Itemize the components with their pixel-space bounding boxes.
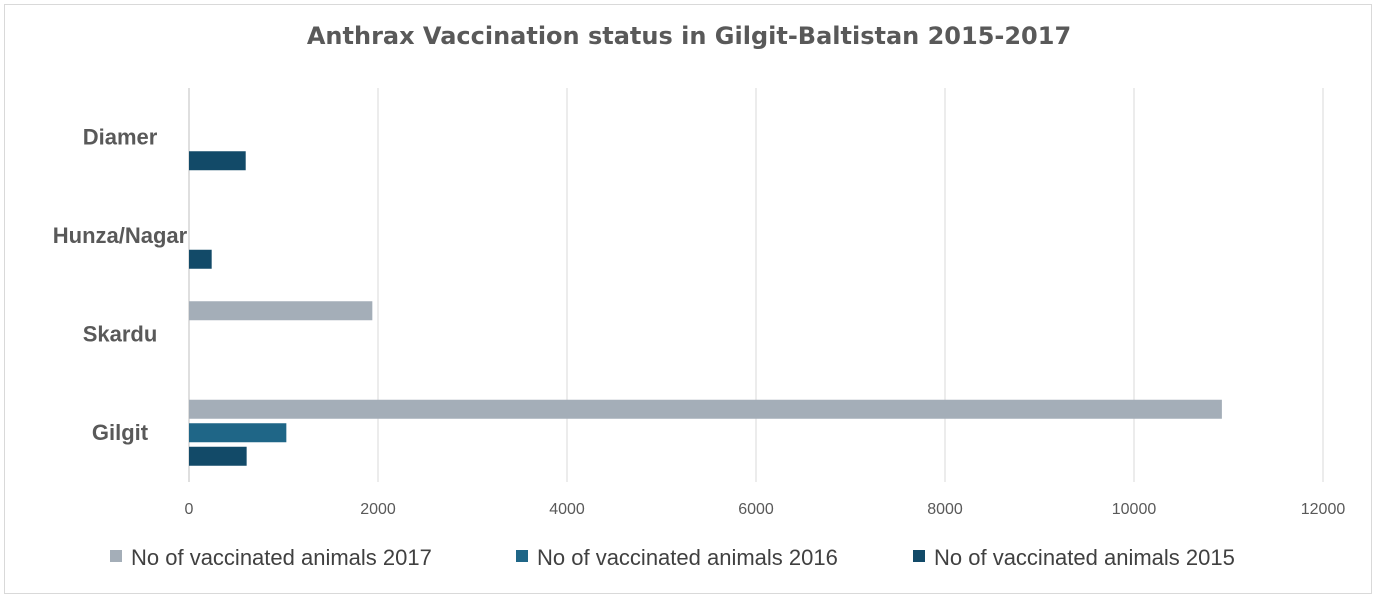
legend-swatch — [913, 550, 925, 562]
category-label: Diamer — [83, 124, 158, 149]
bar — [189, 446, 247, 466]
category-labels: Gilgit Skardu Hunza/Nagar Diamer — [53, 124, 188, 445]
legend-swatch — [110, 550, 122, 562]
chart-title: Anthrax Vaccination status in Gilgit-Bal… — [306, 22, 1072, 50]
bar — [189, 301, 373, 321]
x-tick-labels: 0 2000 4000 6000 8000 10000 12000 — [185, 501, 1346, 518]
gridlines — [188, 88, 1324, 482]
legend-label: No of vaccinated animals 2015 — [934, 545, 1235, 570]
legend-label: No of vaccinated animals 2016 — [537, 545, 838, 570]
x-tick-label: 10000 — [1112, 501, 1157, 518]
bar — [189, 399, 1222, 419]
bar — [189, 151, 246, 171]
x-tick-label: 8000 — [927, 501, 963, 518]
bar — [189, 423, 287, 443]
x-tick-label: 4000 — [549, 501, 585, 518]
x-tick-label: 2000 — [360, 501, 396, 518]
bar — [189, 249, 212, 269]
category-label: Gilgit — [92, 420, 149, 445]
legend-label: No of vaccinated animals 2017 — [131, 545, 432, 570]
category-label: Hunza/Nagar — [53, 223, 188, 248]
x-tick-label: 12000 — [1301, 501, 1346, 518]
category-label: Skardu — [83, 321, 158, 346]
legend-swatch — [516, 550, 528, 562]
bars — [189, 151, 1222, 466]
x-tick-label: 0 — [185, 501, 194, 518]
x-tick-label: 6000 — [738, 501, 774, 518]
legend: No of vaccinated animals 2017 No of vacci… — [110, 545, 1235, 570]
chart-frame — [4, 4, 1372, 594]
